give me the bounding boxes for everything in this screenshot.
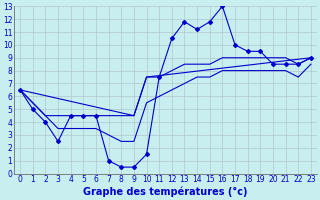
X-axis label: Graphe des températures (°c): Graphe des températures (°c) bbox=[83, 187, 248, 197]
